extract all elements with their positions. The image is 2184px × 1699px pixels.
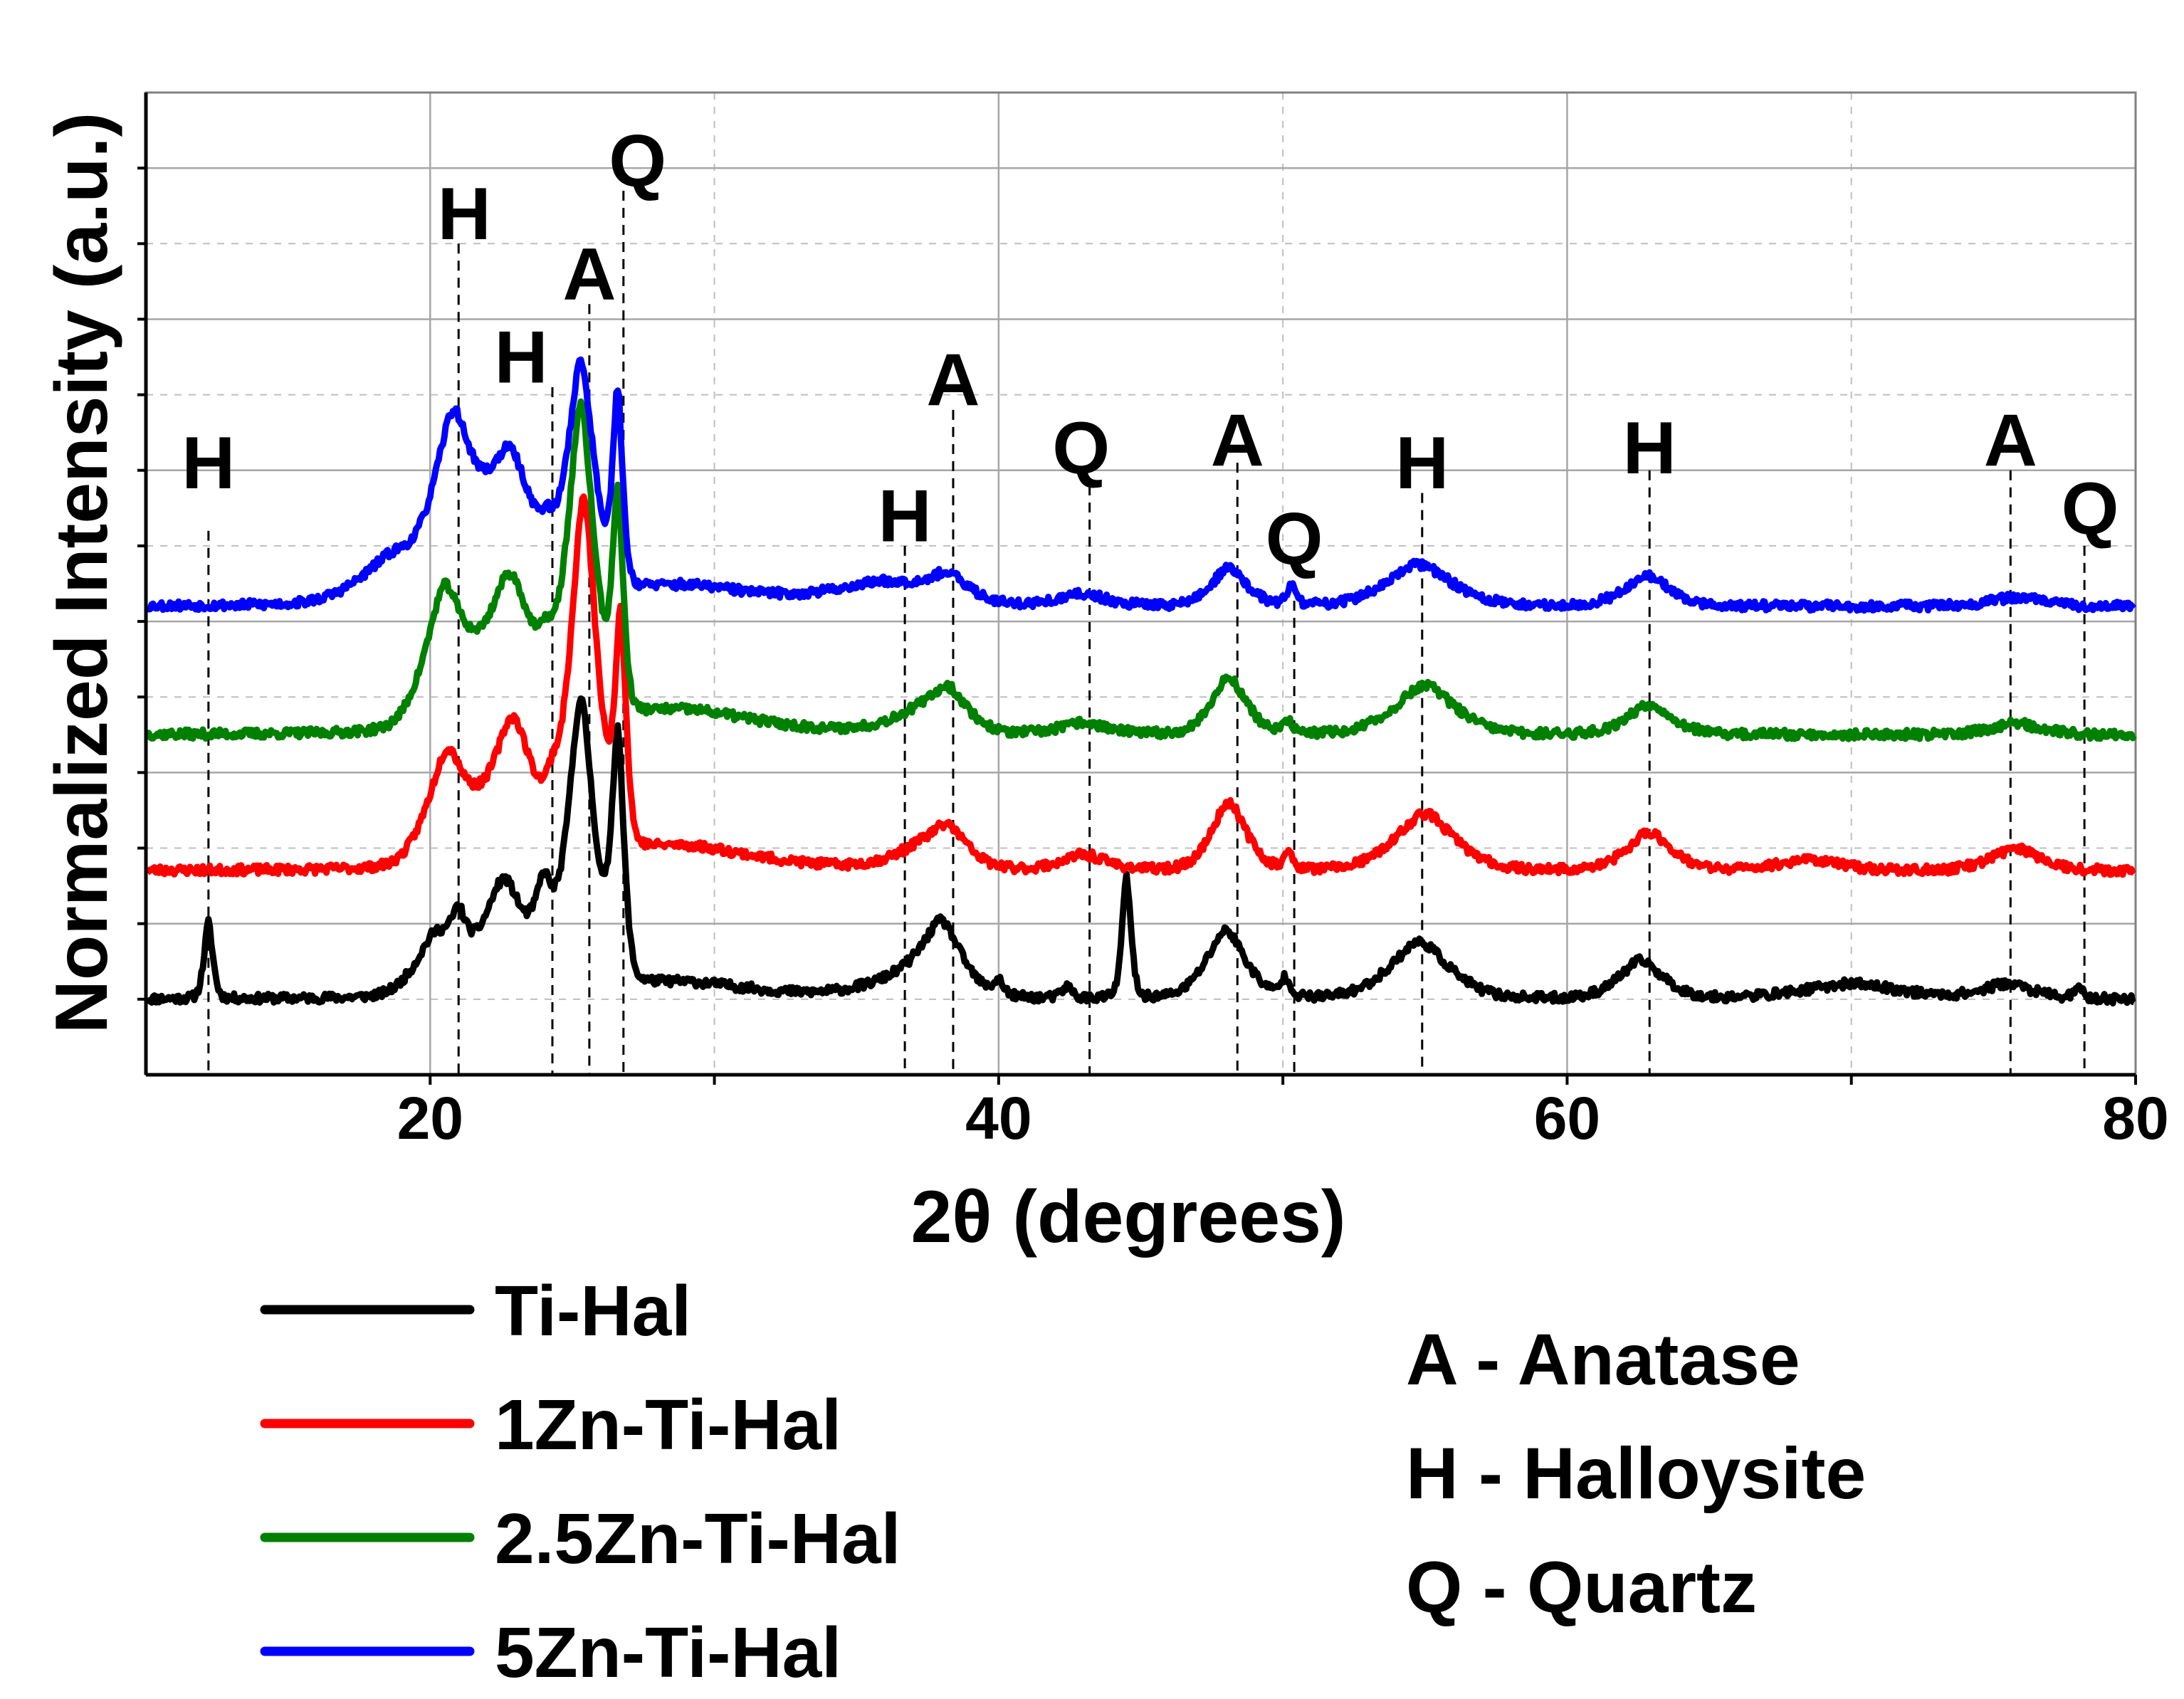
marker-label-h: H [495, 317, 548, 399]
marker-label-a: A [562, 233, 616, 316]
phase-key: A - Anatase H - Halloysite Q - Quartz [1406, 1319, 1866, 1628]
marker-label-h: H [878, 475, 932, 557]
legend-label-25zn-ti-hal: 2.5Zn-Ti-Hal [495, 1499, 901, 1579]
legend: Ti-Hal 1Zn-Ti-Hal 2.5Zn-Ti-Hal 5Zn-Ti-Hal [260, 1271, 901, 1693]
marker-label-q: Q [609, 120, 666, 203]
marker-label-q: Q [1052, 407, 1110, 490]
marker-label-q: Q [2062, 468, 2119, 550]
phase-key-q: Q - Quartz [1406, 1547, 1757, 1628]
x-tick-label: 40 [965, 1085, 1031, 1152]
x-tick-label: 80 [2102, 1085, 2168, 1152]
diffraction-series [144, 356, 2137, 1006]
x-tick-label: 20 [397, 1085, 463, 1152]
marker-label-q: Q [1266, 498, 1323, 580]
x-tick-labels: 20 40 60 80 [397, 1085, 2169, 1152]
grid [146, 93, 2136, 1075]
legend-label-ti-hal: Ti-Hal [495, 1271, 691, 1351]
legend-label-1zn-ti-hal: 1Zn-Ti-Hal [495, 1385, 841, 1465]
marker-label-h: H [1395, 422, 1449, 505]
marker-label-a: A [926, 339, 980, 421]
marker-label-h: H [182, 422, 235, 505]
marker-label-h: H [438, 173, 491, 256]
marker-label-h: H [1623, 407, 1676, 490]
y-axis-title: Normalized Intensity (a.u.) [41, 112, 123, 1033]
marker-label-a: A [1984, 399, 2037, 482]
x-tick-label: 60 [1534, 1085, 1600, 1152]
phase-key-h: H - Halloysite [1406, 1433, 1866, 1514]
x-axis-title: 2θ (degrees) [910, 1176, 1345, 1258]
series-line-1zn-ti-hal [145, 493, 2137, 878]
marker-label-a: A [1211, 399, 1264, 482]
phase-key-a: A - Anatase [1406, 1319, 1800, 1400]
series-line-25zn-ti-hal [144, 398, 2137, 742]
series-line-5zn-ti-hal [145, 356, 2137, 614]
series-line-ti-hal [145, 695, 2136, 1006]
legend-label-5zn-ti-hal: 5Zn-Ti-Hal [495, 1613, 841, 1693]
axes [137, 93, 2137, 1085]
